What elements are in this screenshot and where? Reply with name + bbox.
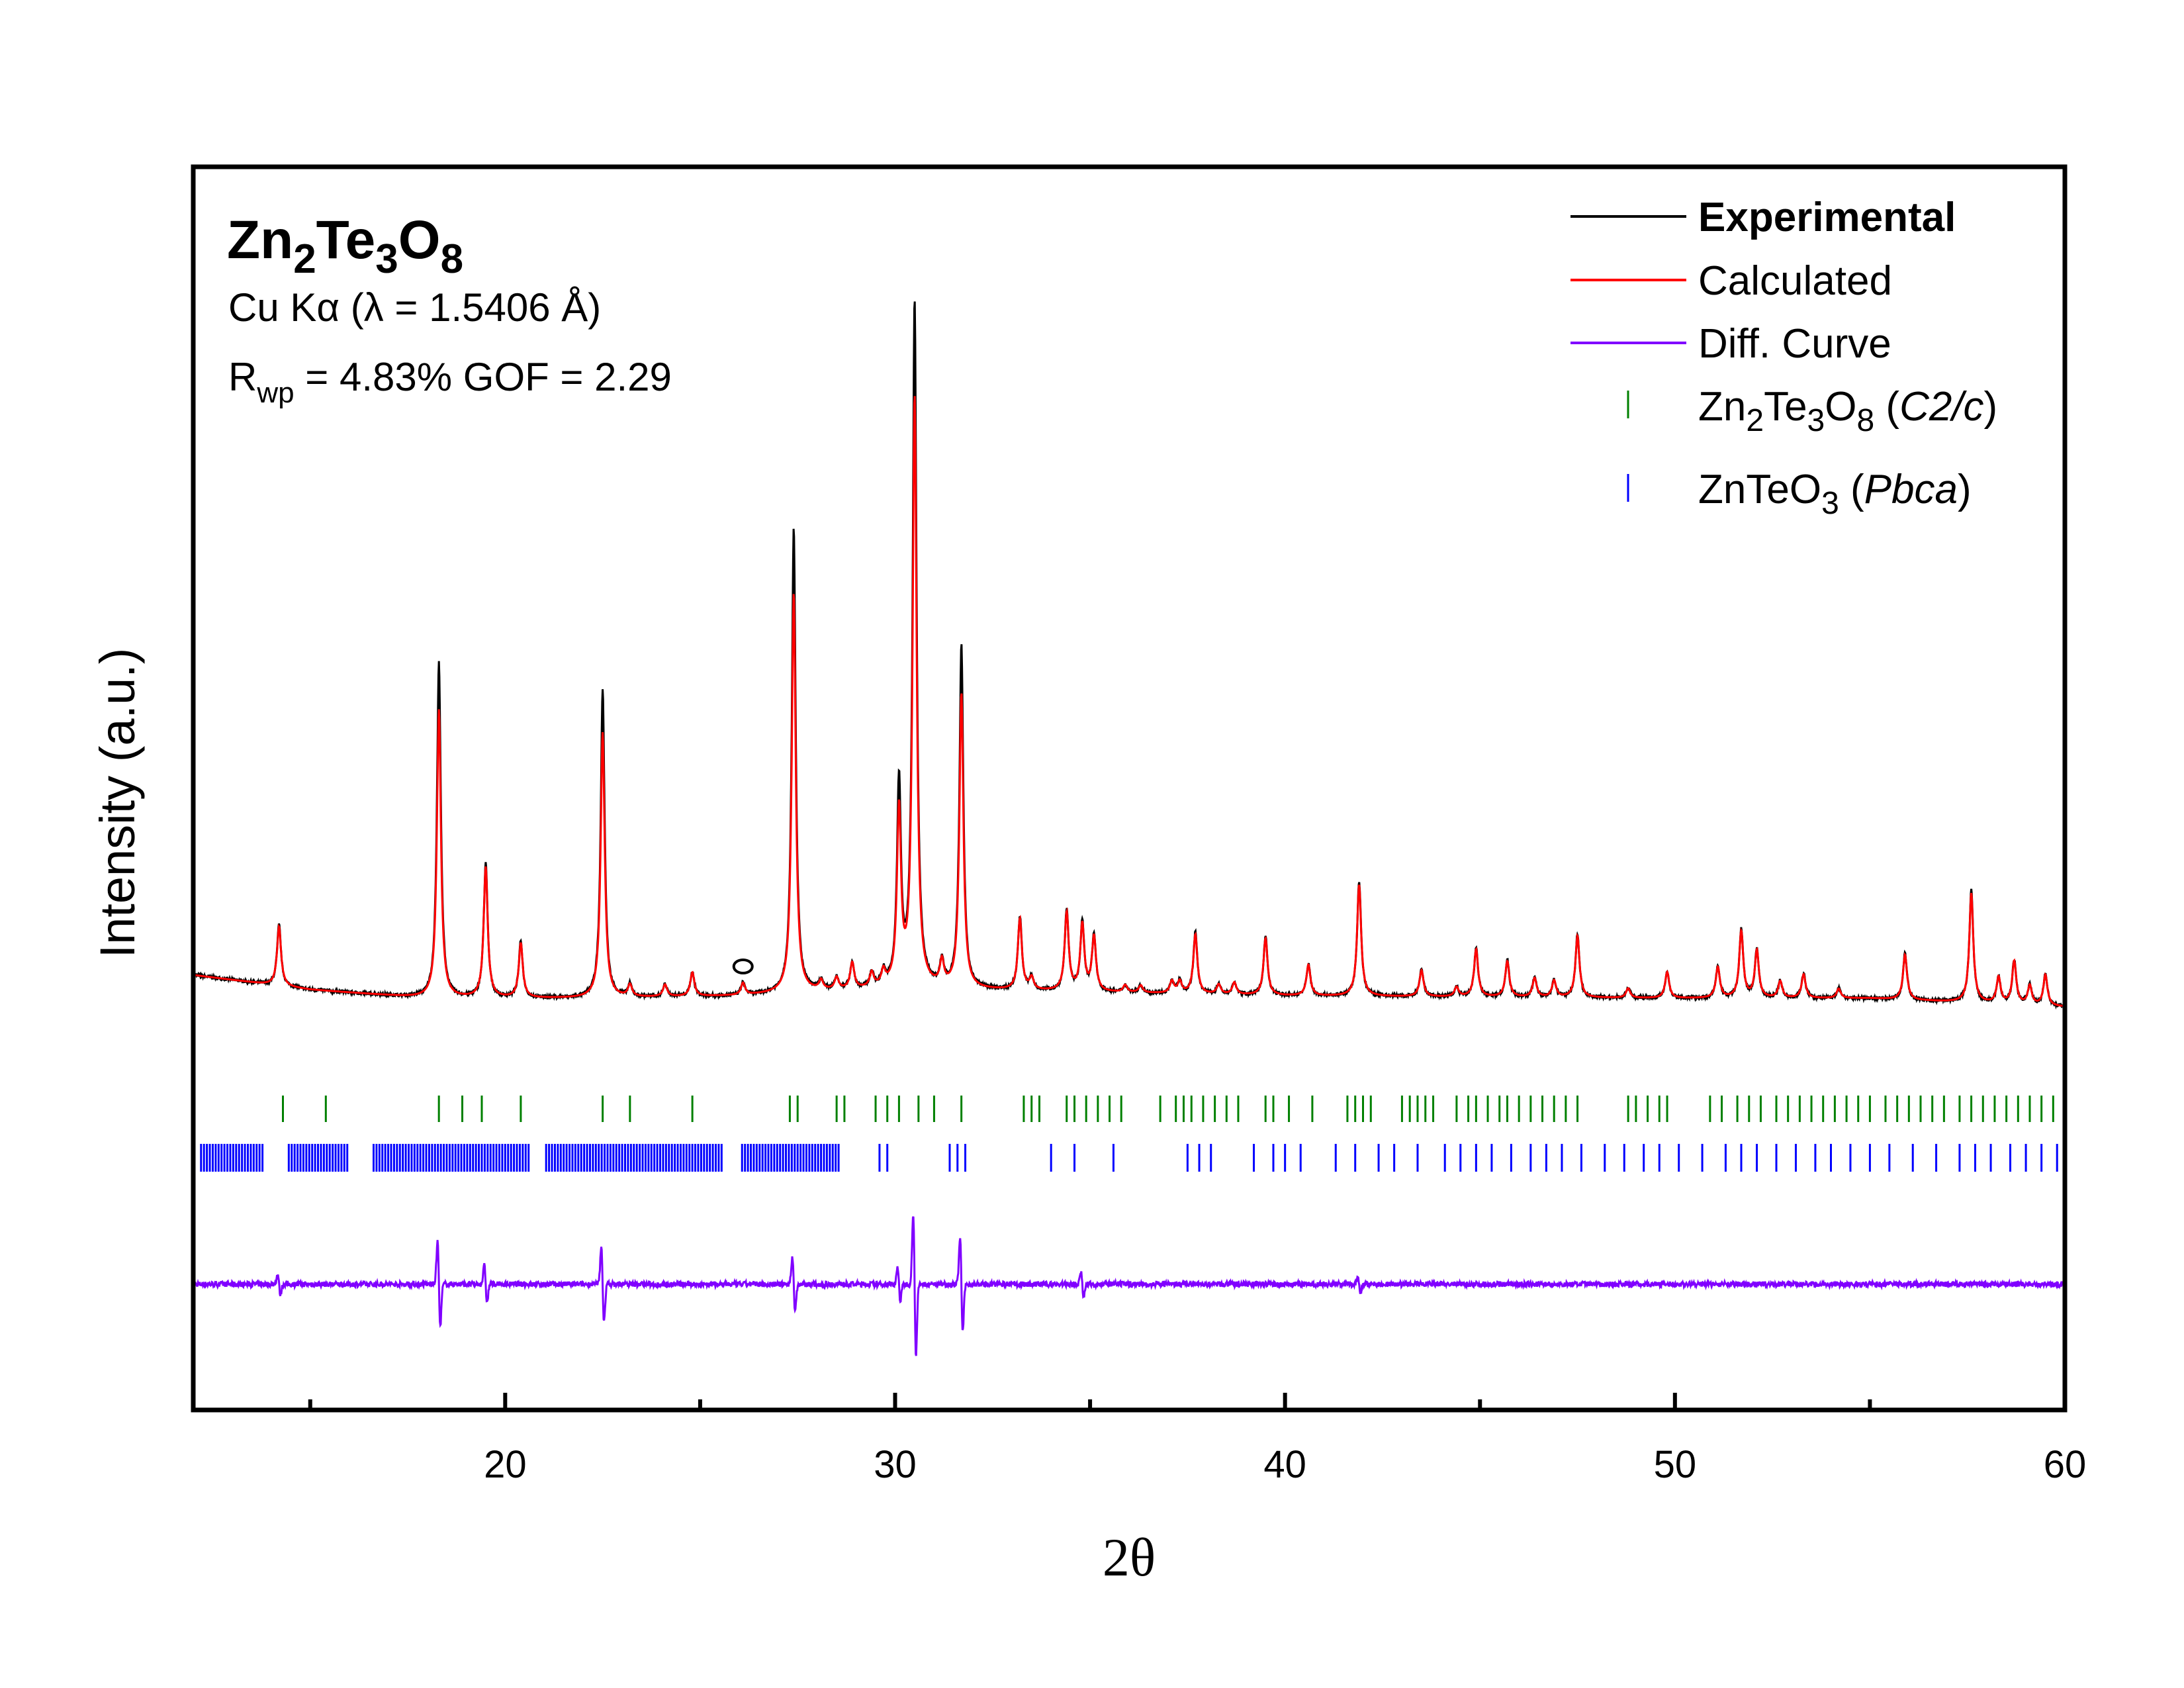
legend: Experimental Calculated Diff. Curve Zn2T… <box>1570 195 1997 521</box>
legend-label-diff-curve: Diff. Curve <box>1698 321 1891 367</box>
legend-label-zn2te3o8: Zn2Te3O8 (C2/c) <box>1698 384 1997 438</box>
x-tick-label: 50 <box>1654 1443 1697 1486</box>
sample-annotation: Zn2Te3O8 Cu Kα (λ = 1.5406 Å) Rwp = 4.83… <box>227 210 672 409</box>
x-axis-title: 2θ <box>1103 1527 1156 1587</box>
y-axis-title: Intensity (a.u.) <box>90 648 145 959</box>
reflection-ticks-znteo3 <box>200 1144 2058 1172</box>
plot-frame <box>191 164 2068 1413</box>
data-curves <box>193 301 2065 1356</box>
x-axis: 20 30 40 50 60 <box>308 1393 2087 1486</box>
series-line-diff-curve <box>193 1216 2065 1356</box>
formula-title: Zn2Te3O8 <box>227 210 463 282</box>
series-line-calculated <box>193 396 2065 1008</box>
x-tick-label: 30 <box>874 1443 917 1486</box>
radiation-label: Cu Kα (λ = 1.5406 Å) <box>228 285 601 330</box>
refinement-stats: Rwp = 4.83% GOF = 2.29 <box>228 355 672 409</box>
x-tick-label: 20 <box>484 1443 527 1486</box>
legend-label-calculated: Calculated <box>1698 258 1892 304</box>
x-tick-label: 60 <box>2044 1443 2087 1486</box>
reflection-ticks-zn2te3o8 <box>282 1096 2054 1122</box>
legend-label-experimental: Experimental <box>1698 195 1956 240</box>
legend-label-znteo3: ZnTeO3 (Pbca) <box>1698 467 1972 521</box>
x-tick-label: 40 <box>1263 1443 1306 1486</box>
impurity-marker <box>732 959 754 974</box>
